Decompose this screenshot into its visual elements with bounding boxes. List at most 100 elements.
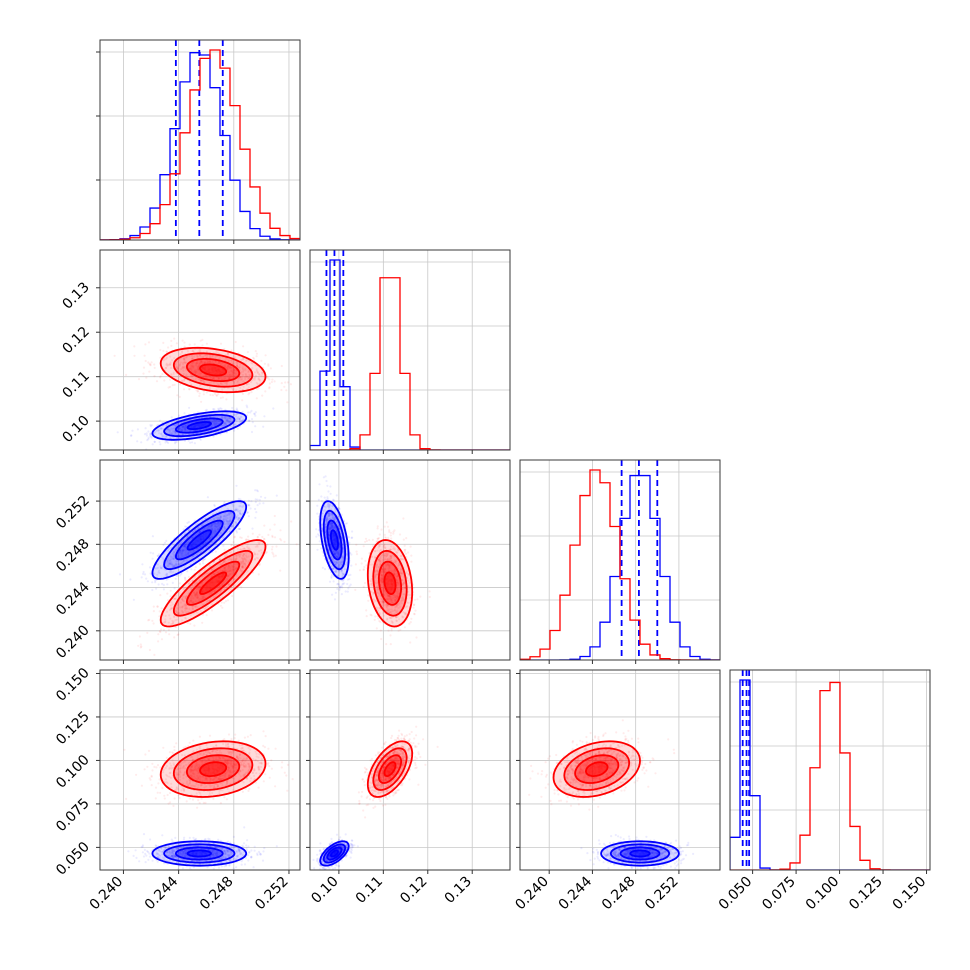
sample-point	[243, 563, 246, 566]
sample-point	[227, 420, 230, 423]
sample-point	[194, 368, 198, 371]
sample-point	[254, 516, 257, 519]
sample-point	[185, 549, 188, 552]
sample-point	[263, 524, 266, 527]
sample-point	[326, 518, 329, 521]
sample-point	[213, 418, 216, 422]
contour-line	[163, 509, 236, 571]
sample-point	[207, 524, 211, 528]
sample-point	[220, 361, 223, 364]
sample-point	[199, 597, 202, 600]
tick-label-y: 0.12	[59, 324, 92, 357]
tick-label-y: 0.244	[53, 579, 93, 619]
sample-point	[176, 618, 179, 621]
sample-point	[238, 376, 241, 379]
sample-point	[316, 504, 319, 507]
sample-point	[189, 375, 192, 378]
sample-point	[157, 553, 161, 556]
sample-point	[138, 635, 141, 638]
sample-point	[224, 357, 228, 360]
sample-point	[323, 508, 326, 512]
sample-point	[170, 607, 173, 610]
sample-point	[336, 555, 339, 559]
sample-point	[199, 339, 202, 342]
sample-point	[206, 572, 210, 575]
sample-point	[336, 522, 339, 525]
sample-point	[249, 548, 252, 551]
sample-point	[260, 551, 264, 554]
sample-point	[331, 516, 334, 520]
sample-point	[239, 553, 242, 556]
sample-point	[169, 437, 172, 440]
sample-point	[205, 356, 208, 359]
sample-point	[184, 609, 187, 612]
sample-point	[217, 377, 220, 380]
sample-point	[330, 522, 334, 525]
sample-point	[225, 580, 228, 583]
sample-point	[335, 560, 338, 564]
sample-point	[180, 428, 183, 431]
sample-point	[205, 350, 208, 353]
sample-point	[190, 368, 193, 371]
sample-point	[183, 341, 186, 344]
sample-point	[225, 586, 228, 589]
sample-point	[238, 527, 242, 530]
sample-point	[181, 379, 184, 382]
sample-point	[329, 525, 333, 528]
sample-point	[212, 381, 215, 384]
sample-point	[213, 518, 216, 521]
sample-point	[217, 419, 221, 423]
sample-point	[206, 354, 209, 358]
sample-point	[176, 360, 179, 363]
sample-point	[190, 601, 193, 604]
sample-point	[196, 366, 200, 369]
sample-point	[155, 587, 158, 590]
sample-point	[235, 407, 238, 410]
sample-point	[190, 587, 193, 591]
sample-point	[176, 633, 179, 637]
sample-point	[175, 440, 178, 443]
sample-point	[243, 561, 246, 564]
sample-point	[235, 364, 239, 367]
sample-point	[159, 594, 162, 597]
sample-point	[199, 379, 202, 382]
sample-point	[236, 380, 239, 383]
sample-point	[196, 596, 200, 599]
sample-point	[182, 369, 185, 372]
sample-point	[198, 363, 201, 366]
sample-point	[196, 355, 199, 358]
sample-point	[329, 528, 332, 532]
sample-point	[183, 600, 186, 603]
sample-point	[228, 365, 231, 368]
sample-point	[182, 595, 185, 598]
sample-point	[170, 421, 173, 424]
sample-point	[214, 530, 217, 533]
sample-point	[242, 357, 245, 361]
sample-point	[183, 616, 187, 620]
sample-point	[238, 518, 241, 521]
sample-point	[139, 643, 142, 646]
sample-point	[232, 565, 235, 568]
sample-point	[160, 427, 163, 430]
sample-point	[239, 536, 242, 539]
sample-point	[271, 534, 274, 538]
sample-point	[169, 559, 172, 562]
sample-point	[238, 511, 242, 515]
sample-point	[178, 592, 181, 595]
sample-point	[226, 365, 229, 368]
sample-point	[116, 431, 119, 434]
sample-point	[334, 517, 337, 520]
sample-point	[182, 388, 186, 391]
sample-point	[331, 525, 334, 528]
density-fill	[187, 422, 211, 430]
sample-point	[351, 536, 354, 539]
sample-point	[249, 374, 252, 377]
sample-point	[280, 539, 283, 542]
sample-point	[230, 551, 233, 554]
sample-point	[227, 417, 230, 420]
sample-point	[328, 514, 331, 517]
sample-point	[169, 589, 172, 592]
sample-point	[220, 381, 223, 384]
sample-point	[201, 597, 204, 600]
sample-point	[189, 366, 192, 369]
